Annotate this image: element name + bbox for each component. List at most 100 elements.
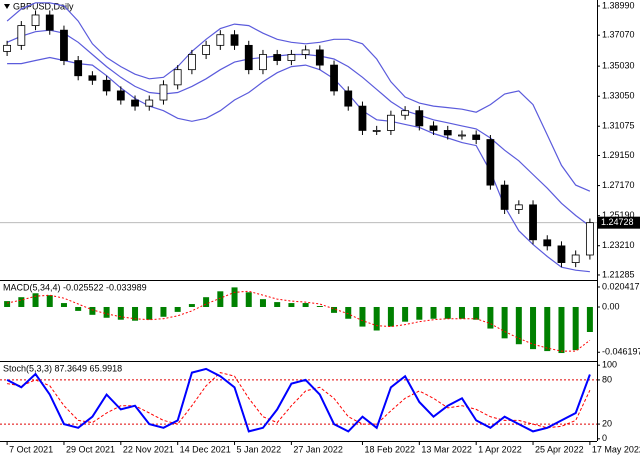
y-tick-label: 1.33050 (602, 91, 635, 101)
macd-bar (60, 303, 67, 307)
x-tick-label: 5 Jan 2022 (237, 444, 282, 454)
candle-body (74, 60, 83, 77)
y-tick-label: 0.020417 (602, 281, 640, 291)
macd-bar (46, 295, 53, 307)
candle-body (557, 245, 566, 263)
candle-body (88, 75, 97, 81)
candle-body (131, 99, 139, 107)
macd-bar (473, 306, 480, 320)
candle-body (585, 222, 594, 256)
candle-body (287, 54, 296, 61)
candle-body (443, 130, 452, 136)
x-tick-label: 17 May 2022 (592, 444, 640, 454)
macd-bar (586, 306, 593, 332)
y-tick-label: 1.37070 (602, 30, 635, 40)
candle-body (330, 64, 338, 92)
macd-bar (430, 306, 437, 319)
candle-body (202, 44, 211, 55)
candle-body (259, 54, 267, 71)
candle-body (17, 25, 26, 46)
menu-triangle[interactable] (4, 4, 10, 9)
x-tick-label: 27 Jan 2022 (293, 444, 343, 454)
macd-bar (274, 302, 281, 307)
candle-body (458, 134, 466, 137)
candle-body (514, 204, 523, 210)
candle-body (429, 125, 438, 131)
macd-bar (231, 287, 238, 307)
candle-body (3, 44, 12, 52)
panel-title: GBPUSD,Daily (13, 1, 74, 11)
macd-bar (501, 306, 508, 339)
candle-body (230, 34, 239, 46)
macd-bar (4, 301, 11, 307)
macd-bar (387, 306, 394, 327)
x-tick-label: 13 Mar 2022 (421, 444, 472, 454)
macd-bar (359, 306, 366, 327)
macd-bar (288, 303, 295, 307)
y-tick-label: 1.35030 (602, 61, 635, 71)
current-price-label: 1.24728 (601, 217, 634, 227)
stoch-main (6, 367, 591, 433)
candle-body (116, 90, 125, 101)
macd-bar (487, 306, 494, 329)
candle-body (529, 204, 537, 241)
y-tick-label: 100 (602, 360, 617, 370)
y-tick-label: 1.31075 (602, 121, 635, 131)
candle-body (301, 49, 310, 55)
candle-body (31, 14, 40, 27)
candle-body (244, 44, 253, 71)
y-tick-label: 0 (602, 433, 607, 443)
macd-bar (245, 292, 252, 307)
candle-body (60, 29, 68, 61)
x-tick-label: 22 Nov 2021 (123, 444, 174, 454)
y-tick-label: -0.046197 (602, 347, 640, 357)
candle-body (102, 79, 111, 92)
y-tick-label: 1.27170 (602, 180, 635, 190)
macd-bar (32, 293, 39, 307)
x-tick-label: 25 Apr 2022 (535, 444, 584, 454)
macd-bar (117, 306, 124, 320)
candle-body (472, 134, 481, 140)
candle-body (187, 54, 196, 71)
macd-bar (103, 306, 110, 318)
candle-body (543, 239, 552, 247)
macd-bar (458, 306, 465, 319)
panel-title: MACD(5,34,4) -0.025522 -0.033989 (3, 282, 147, 292)
macd-bar (572, 306, 579, 351)
candle-body (358, 105, 367, 131)
y-tick-label: 1.21285 (602, 269, 635, 279)
macd-bar (146, 306, 153, 320)
macd-bar (444, 306, 451, 319)
x-tick-label: 29 Oct 2021 (66, 444, 115, 454)
candle-body (315, 49, 324, 66)
current-price-box (598, 216, 640, 229)
candle-body (372, 130, 381, 132)
stoch-signal (7, 372, 591, 429)
candle-body (173, 69, 182, 86)
macd-bar (515, 306, 522, 345)
macd-bar (89, 306, 96, 315)
panel-title: Stoch(5,3,3) 87.3649 65.9918 (3, 363, 122, 373)
candle-body (344, 90, 353, 107)
candle-body (571, 254, 580, 263)
y-tick-label: 20 (602, 418, 612, 428)
y-tick-label: 1.23210 (602, 240, 635, 250)
y-tick-label: 80 (602, 374, 612, 384)
macd-bar (75, 306, 82, 311)
y-tick-label: 1.29150 (602, 150, 635, 160)
candle-body (415, 110, 424, 127)
candle-body (500, 184, 509, 210)
macd-bar (373, 306, 380, 331)
macd-bar (331, 306, 338, 313)
y-tick-label: 1.38990 (602, 0, 635, 10)
macd-bar (302, 303, 309, 307)
macd-bar (174, 306, 181, 312)
macd-bar (259, 299, 266, 307)
candle-body (386, 114, 395, 131)
candle-body (45, 14, 54, 31)
x-tick-label: 7 Oct 2021 (9, 444, 53, 454)
macd-bar (203, 297, 210, 307)
macd-bar (530, 306, 537, 350)
